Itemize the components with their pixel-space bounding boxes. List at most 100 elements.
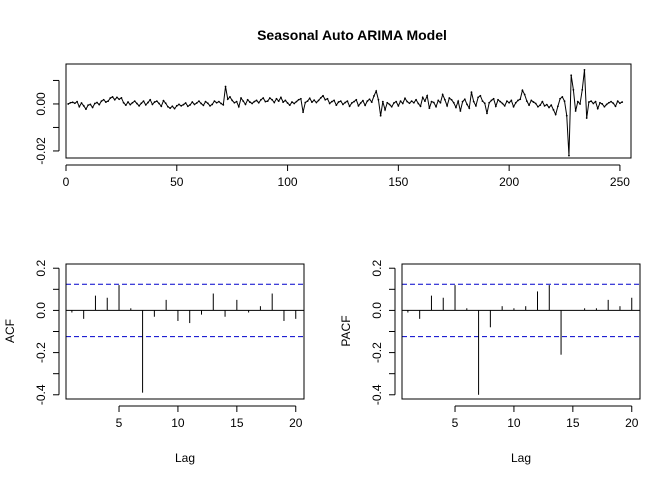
residual-point xyxy=(350,102,353,104)
acf-x-tick-label: 20 xyxy=(289,416,303,430)
residual-point xyxy=(293,102,296,105)
residual-point xyxy=(204,100,207,103)
residual-point xyxy=(313,99,316,102)
residual-point xyxy=(581,88,584,91)
residual-point xyxy=(559,97,561,100)
pacf-x-tick-label: 20 xyxy=(625,416,639,430)
residual-point xyxy=(87,104,90,107)
residual-point xyxy=(173,107,176,110)
residual-point xyxy=(158,102,160,105)
residual-point xyxy=(537,105,539,108)
residual-point xyxy=(275,97,278,100)
residual-point xyxy=(240,97,242,99)
residual-point xyxy=(408,102,411,105)
residual-point xyxy=(364,104,367,107)
residual-point xyxy=(461,100,464,103)
residual-point xyxy=(574,110,577,112)
residual-point xyxy=(514,101,517,104)
residual-point xyxy=(69,101,72,104)
residual-point xyxy=(260,98,262,101)
residual-point xyxy=(519,98,522,101)
residual-point xyxy=(366,100,369,103)
residual-point xyxy=(175,104,178,107)
residual-point xyxy=(499,100,502,103)
residual-point xyxy=(195,102,198,104)
residual-point xyxy=(404,97,406,100)
chart-title: Seasonal Auto ARIMA Model xyxy=(257,27,447,43)
residual-point xyxy=(319,96,322,99)
residual-point xyxy=(510,99,513,102)
residual-point xyxy=(497,98,499,101)
residual-point xyxy=(107,100,109,103)
residual-point xyxy=(481,100,484,103)
residual-point xyxy=(288,104,291,107)
residual-point xyxy=(359,102,362,104)
acf-x-tick-label: 10 xyxy=(171,416,185,430)
residual-point xyxy=(590,100,593,103)
residual-point xyxy=(523,93,526,96)
residual-point xyxy=(483,102,486,105)
residual-point xyxy=(98,103,101,106)
residual-point xyxy=(209,104,211,107)
residual-point xyxy=(428,107,431,110)
residual-point xyxy=(572,88,575,91)
residual-point xyxy=(463,98,466,101)
residual-point xyxy=(104,101,107,103)
residual-point xyxy=(235,100,238,103)
residual-point xyxy=(466,103,468,106)
residual-point xyxy=(82,104,85,107)
residual-point xyxy=(339,100,342,103)
pacf-y-tick-label: -0.4 xyxy=(370,384,384,405)
residual-point xyxy=(475,104,477,107)
residual-point xyxy=(140,102,143,105)
residual-point xyxy=(262,97,265,99)
residual-point xyxy=(486,112,488,115)
pacf-x-tick-label: 15 xyxy=(566,416,580,430)
residual-point xyxy=(76,100,78,103)
time-series-panel: 0 50 100 150 200 250 -0.02 0.00 xyxy=(34,63,632,189)
residual-point xyxy=(226,98,229,101)
residual-point xyxy=(550,104,553,107)
residual-point xyxy=(424,100,426,103)
ts-x-tick-label: 100 xyxy=(278,175,298,189)
residual-point xyxy=(189,103,191,106)
residual-point xyxy=(614,105,617,108)
residual-point xyxy=(242,100,245,103)
residual-point xyxy=(508,101,511,104)
residual-point xyxy=(548,106,550,109)
residual-point xyxy=(342,103,344,106)
residual-point xyxy=(93,102,96,105)
residual-point xyxy=(568,154,570,157)
residual-point xyxy=(435,105,437,108)
residual-point xyxy=(470,91,473,94)
residual-point xyxy=(443,98,446,101)
residual-point xyxy=(450,98,453,101)
residual-point xyxy=(80,102,83,104)
residual-point xyxy=(563,100,566,103)
residual-point xyxy=(379,114,382,117)
residual-point xyxy=(333,99,335,102)
residual-point xyxy=(472,100,475,103)
residual-point xyxy=(202,104,205,107)
residual-point xyxy=(111,96,114,98)
residual-point xyxy=(393,102,395,104)
residual-point xyxy=(596,107,599,110)
residual-point xyxy=(512,105,515,108)
residual-point xyxy=(388,103,391,106)
residual-point xyxy=(246,98,249,101)
residual-point xyxy=(545,103,548,106)
residual-point xyxy=(556,105,559,108)
ts-x-tick-label: 250 xyxy=(610,175,630,189)
residual-point xyxy=(612,102,615,105)
residual-point xyxy=(377,98,380,101)
pacf-x-tick-label: 5 xyxy=(452,416,459,430)
residual-point xyxy=(299,97,302,100)
residual-point xyxy=(415,98,417,101)
residual-point xyxy=(381,100,384,103)
residual-point xyxy=(344,101,347,104)
residual-point xyxy=(122,101,125,104)
residual-point xyxy=(588,101,590,103)
residual-point xyxy=(390,105,393,108)
time-series-plot-frame xyxy=(65,63,632,159)
